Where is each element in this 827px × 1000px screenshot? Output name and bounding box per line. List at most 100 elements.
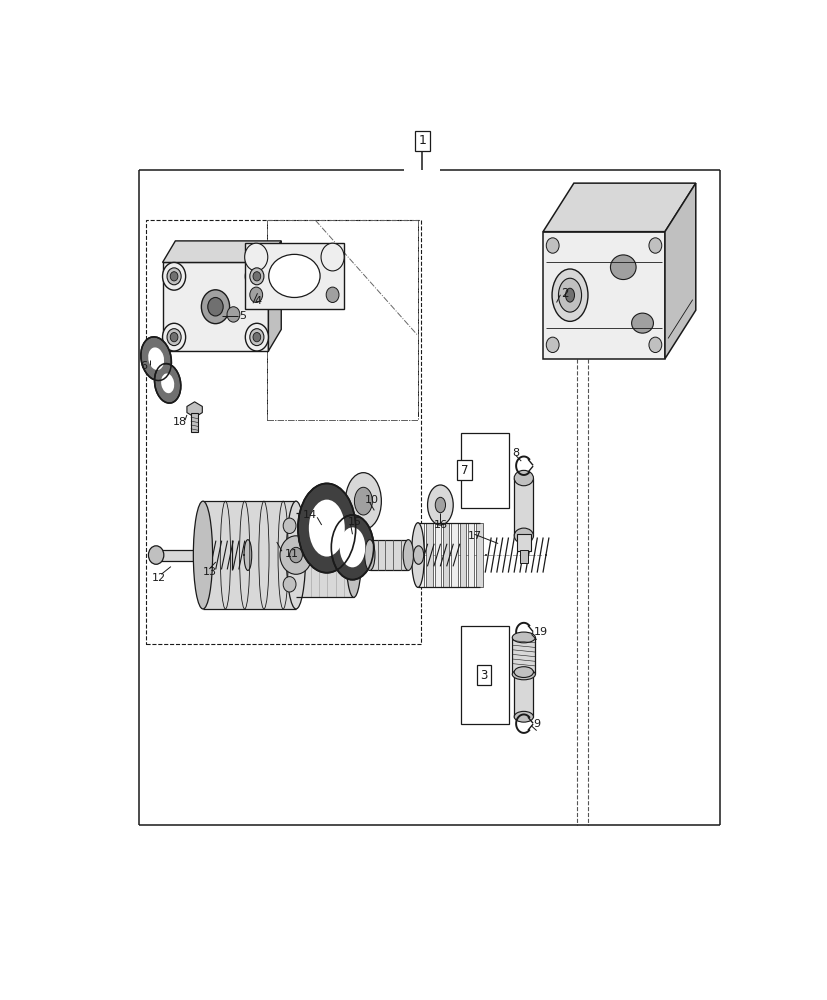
Text: 18: 18	[173, 417, 187, 427]
Ellipse shape	[331, 515, 373, 580]
Bar	[426, 523, 433, 587]
Circle shape	[250, 268, 264, 285]
Text: 12: 12	[151, 573, 165, 583]
Bar	[296, 513, 353, 597]
Ellipse shape	[512, 632, 535, 643]
Circle shape	[170, 333, 178, 342]
Bar	[476, 523, 482, 587]
Circle shape	[283, 518, 296, 533]
Ellipse shape	[308, 500, 344, 557]
Bar	[232, 540, 247, 570]
Circle shape	[245, 243, 267, 271]
Circle shape	[321, 243, 344, 271]
Polygon shape	[664, 183, 695, 359]
Ellipse shape	[346, 513, 361, 597]
Bar	[434, 523, 441, 587]
Ellipse shape	[557, 278, 581, 312]
Ellipse shape	[427, 485, 452, 525]
Circle shape	[167, 329, 181, 346]
Circle shape	[280, 536, 312, 574]
Bar	[370, 540, 408, 570]
Circle shape	[283, 577, 296, 592]
Bar	[459, 523, 466, 587]
Polygon shape	[543, 232, 664, 359]
Ellipse shape	[552, 269, 587, 321]
Text: 16: 16	[433, 520, 447, 530]
Ellipse shape	[435, 497, 445, 513]
Bar	[467, 523, 474, 587]
Text: 7: 7	[464, 464, 471, 477]
Circle shape	[170, 272, 178, 281]
Ellipse shape	[411, 523, 423, 587]
Circle shape	[648, 337, 661, 353]
Ellipse shape	[141, 337, 171, 381]
Text: 4: 4	[254, 296, 261, 306]
Circle shape	[227, 307, 240, 322]
Ellipse shape	[148, 347, 164, 370]
Circle shape	[289, 547, 302, 563]
Bar	[461, 626, 509, 724]
Circle shape	[546, 337, 558, 353]
Polygon shape	[245, 243, 344, 309]
Text: 8: 8	[512, 448, 519, 458]
Circle shape	[253, 333, 261, 342]
Circle shape	[208, 297, 223, 316]
Ellipse shape	[514, 711, 533, 722]
Bar	[418, 523, 424, 587]
Text: 3: 3	[480, 669, 487, 682]
Ellipse shape	[364, 540, 375, 570]
Circle shape	[648, 238, 661, 253]
Ellipse shape	[403, 540, 413, 570]
Ellipse shape	[345, 473, 381, 530]
Circle shape	[201, 290, 229, 324]
Bar	[267, 220, 418, 420]
Ellipse shape	[609, 255, 635, 280]
Circle shape	[250, 329, 264, 346]
Bar	[519, 550, 527, 563]
Circle shape	[326, 287, 338, 302]
Circle shape	[245, 262, 268, 290]
Ellipse shape	[244, 540, 251, 570]
Text: 11: 11	[284, 549, 298, 559]
Ellipse shape	[148, 546, 164, 564]
Text: 5: 5	[239, 311, 246, 321]
Bar	[442, 523, 449, 587]
Circle shape	[245, 323, 268, 351]
Polygon shape	[162, 262, 268, 351]
Bar	[516, 534, 530, 551]
Ellipse shape	[155, 364, 180, 403]
Bar	[514, 478, 533, 536]
Bar	[407, 546, 418, 564]
Bar	[514, 672, 533, 717]
Ellipse shape	[339, 527, 365, 567]
Text: 13: 13	[203, 567, 217, 577]
Circle shape	[167, 268, 181, 285]
Circle shape	[253, 272, 261, 281]
Circle shape	[250, 287, 262, 302]
Polygon shape	[187, 402, 202, 417]
Polygon shape	[543, 183, 695, 232]
Text: 14: 14	[302, 510, 316, 520]
Bar	[190, 413, 198, 432]
Bar	[451, 523, 457, 587]
Ellipse shape	[286, 501, 305, 609]
Ellipse shape	[269, 254, 320, 297]
Circle shape	[162, 323, 185, 351]
Ellipse shape	[193, 501, 213, 609]
Bar	[461, 433, 509, 508]
Text: 15: 15	[347, 517, 361, 527]
Ellipse shape	[514, 470, 533, 486]
Circle shape	[546, 238, 558, 253]
Polygon shape	[268, 241, 281, 351]
Ellipse shape	[565, 288, 574, 302]
Bar	[155, 550, 247, 561]
Ellipse shape	[161, 373, 174, 393]
Bar	[146, 220, 421, 644]
Ellipse shape	[298, 483, 356, 573]
Text: 10: 10	[365, 495, 379, 505]
Ellipse shape	[514, 528, 533, 544]
Ellipse shape	[631, 313, 653, 333]
Text: 1: 1	[418, 134, 426, 147]
Ellipse shape	[354, 487, 372, 515]
Bar	[203, 501, 296, 609]
